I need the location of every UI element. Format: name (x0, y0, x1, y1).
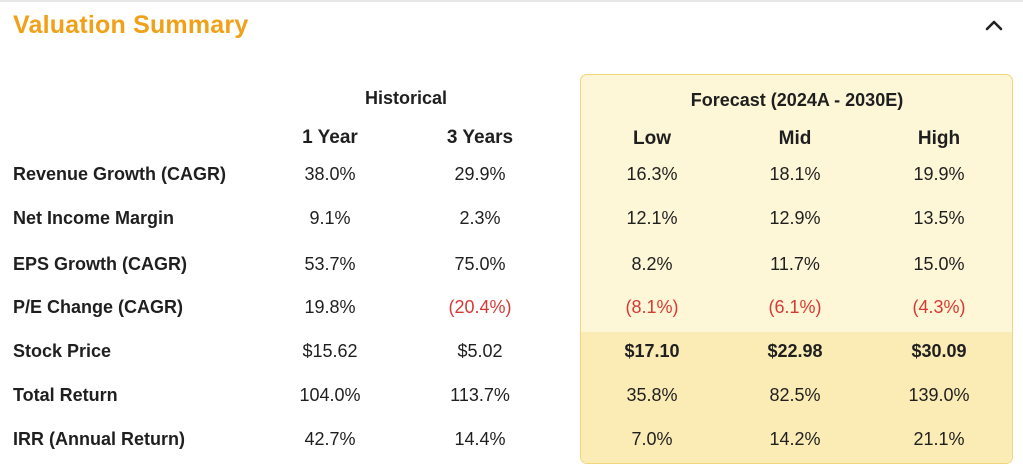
table-cell: 113.7% (450, 385, 510, 405)
column-header-high: High (917, 128, 961, 149)
table-cell: (20.4%) (448, 297, 512, 317)
forecast-panel (580, 74, 1013, 464)
table-cell: (6.1%) (768, 297, 822, 317)
table-cell: 21.1% (913, 429, 965, 449)
table-cell: $5.02 (457, 341, 503, 361)
column-header-low: Low (633, 128, 671, 149)
forecast-panel-lower-band (581, 332, 1012, 463)
table-cell: 35.8% (626, 385, 678, 405)
row-label: IRR (Annual Return) (13, 429, 185, 449)
column-header-3-years: 3 Years (446, 127, 514, 148)
row-label: EPS Growth (CAGR) (13, 254, 187, 274)
table-cell: 15.0% (913, 254, 965, 274)
group-header-forecast: Forecast (2024A - 2030E) (690, 90, 904, 110)
table-cell: 12.9% (769, 208, 821, 228)
row-label: Revenue Growth (CAGR) (13, 164, 227, 184)
table-cell: 2.3% (459, 208, 501, 228)
row-label: Stock Price (13, 341, 112, 361)
table-cell: 19.8% (304, 297, 356, 317)
table-cell: 18.1% (769, 164, 821, 184)
table-cell: 11.7% (770, 254, 820, 274)
row-label: Net Income Margin (13, 208, 175, 228)
table-cell: 13.5% (913, 208, 965, 228)
row-label: Total Return (13, 385, 118, 405)
table-cell: 29.9% (454, 164, 506, 184)
table-cell: $15.62 (302, 341, 358, 361)
row-label: P/E Change (CAGR) (13, 297, 184, 317)
table-cell: 9.1% (309, 208, 351, 228)
table-cell: 12.1% (626, 208, 678, 228)
table-cell: $22.98 (767, 341, 823, 361)
table-cell: 8.2% (631, 254, 673, 274)
table-cell: 104.0% (299, 385, 361, 405)
table-cell: 42.7% (304, 429, 356, 449)
table-cell: 75.0% (454, 254, 506, 274)
chevron-up-icon (985, 20, 1003, 31)
table-cell: 14.2% (769, 429, 821, 449)
table-cell: 38.0% (304, 164, 356, 184)
section-title: Valuation Summary (13, 11, 249, 39)
group-header-historical: Historical (364, 88, 448, 108)
table-cell: 7.0% (631, 429, 673, 449)
column-header-1-year: 1 Year (302, 127, 358, 148)
column-header-mid: Mid (778, 128, 812, 149)
table-cell: 139.0% (908, 385, 970, 405)
top-divider (0, 0, 1023, 2)
table-cell: 14.4% (454, 429, 506, 449)
table-cell: 16.3% (626, 164, 678, 184)
collapse-button[interactable] (981, 12, 1007, 38)
table-cell: $17.10 (624, 341, 680, 361)
table-cell: 82.5% (769, 385, 821, 405)
table-cell: $30.09 (911, 341, 967, 361)
table-cell: (8.1%) (625, 297, 679, 317)
table-cell: (4.3%) (912, 297, 966, 317)
table-cell: 19.9% (913, 164, 965, 184)
table-cell: 53.7% (304, 254, 356, 274)
